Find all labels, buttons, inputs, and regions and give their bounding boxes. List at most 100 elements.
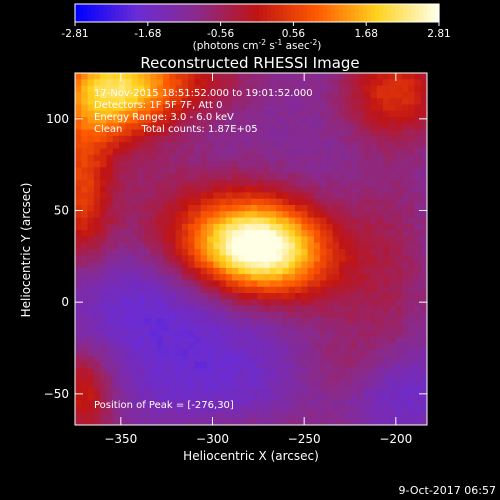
heatmap-cell — [131, 355, 139, 363]
heatmap-cell — [282, 135, 290, 143]
heatmap-cell — [144, 198, 151, 206]
heatmap-cell — [200, 236, 208, 244]
heatmap-cell — [163, 110, 170, 118]
heatmap-cell — [81, 142, 88, 149]
heatmap-cell — [200, 311, 208, 319]
heatmap-cell — [307, 179, 315, 187]
heatmap-cell — [351, 393, 359, 401]
heatmap-cell — [225, 267, 233, 275]
heatmap-cell — [169, 318, 176, 325]
heatmap-cell — [112, 198, 120, 206]
heatmap-cell — [364, 293, 371, 300]
heatmap-cell — [276, 161, 283, 168]
heatmap-cell — [87, 249, 95, 256]
heatmap-cell — [276, 387, 283, 394]
heatmap-cell — [357, 305, 365, 313]
heatmap-cell — [100, 205, 107, 212]
heatmap-cell — [370, 79, 378, 86]
heatmap-cell — [87, 179, 95, 187]
heatmap-cell — [75, 393, 82, 401]
heatmap-cell — [163, 399, 170, 407]
heatmap-cell — [225, 98, 233, 105]
heatmap-cell — [326, 274, 334, 281]
heatmap-cell — [357, 374, 365, 382]
heatmap-cell — [345, 161, 352, 168]
heatmap-cell — [232, 198, 239, 206]
heatmap-cell — [414, 135, 422, 143]
heatmap-cell — [345, 305, 352, 313]
heatmap-cell — [395, 305, 403, 313]
heatmap-cell — [175, 230, 183, 237]
heatmap-cell — [200, 104, 208, 112]
heatmap-cell — [125, 98, 132, 105]
heatmap-cell — [364, 110, 371, 118]
heatmap-cell — [238, 230, 246, 237]
heatmap-cell — [194, 406, 202, 413]
heatmap-cell — [219, 217, 227, 225]
heatmap-cell — [169, 186, 176, 193]
heatmap-cell — [125, 242, 132, 250]
heatmap-cell — [131, 123, 139, 130]
heatmap-cell — [163, 205, 170, 212]
heatmap-cell — [106, 186, 114, 193]
heatmap-cell — [119, 293, 126, 300]
heatmap-cell — [364, 349, 371, 357]
heatmap-cell — [181, 349, 189, 357]
heatmap-cell — [376, 337, 384, 344]
heatmap-cell — [389, 318, 396, 325]
heatmap-cell — [295, 223, 302, 231]
heatmap-cell — [383, 337, 390, 344]
heatmap-cell — [401, 393, 409, 401]
heatmap-cell — [150, 173, 158, 181]
heatmap-cell — [100, 318, 107, 325]
heatmap-cell — [408, 91, 415, 99]
heatmap-cell — [414, 362, 422, 369]
heatmap-cell — [326, 368, 334, 376]
heatmap-cell — [276, 154, 283, 162]
heatmap-cell — [175, 236, 183, 244]
heatmap-cell — [144, 154, 151, 162]
heatmap-cell — [87, 85, 95, 93]
heatmap-cell — [307, 91, 315, 99]
heatmap-cell — [156, 230, 164, 237]
heatmap-cell — [301, 173, 308, 181]
heatmap-cell — [156, 154, 164, 162]
heatmap-cell — [207, 154, 214, 162]
heatmap-cell — [75, 110, 82, 118]
heatmap-cell — [194, 242, 202, 250]
heatmap-cell — [313, 110, 321, 118]
heatmap-cell — [332, 161, 340, 168]
heatmap-cell — [395, 85, 403, 93]
heatmap-cell — [376, 154, 384, 162]
heatmap-cell — [181, 79, 189, 86]
heatmap-cell — [269, 387, 277, 394]
heatmap-cell — [150, 217, 158, 225]
heatmap-cell — [263, 349, 271, 357]
heatmap-cell — [93, 374, 101, 382]
heatmap-cell — [207, 242, 214, 250]
heatmap-cell — [125, 179, 132, 187]
heatmap-cell — [295, 330, 302, 338]
heatmap-cell — [238, 186, 246, 193]
heatmap-cell — [351, 349, 359, 357]
heatmap-cell — [288, 249, 296, 256]
heatmap-cell — [269, 249, 277, 256]
heatmap-cell — [414, 236, 422, 244]
heatmap-cell — [238, 318, 246, 325]
heatmap-cell — [81, 167, 88, 174]
colorbar-segment — [151, 4, 156, 22]
heatmap-cell — [93, 280, 101, 288]
heatmap-cell — [345, 205, 352, 212]
heatmap-cell — [81, 154, 88, 162]
heatmap-cell — [376, 249, 384, 256]
heatmap-cell — [313, 299, 321, 306]
heatmap-cell — [106, 299, 114, 306]
heatmap-cell — [238, 154, 246, 162]
heatmap-cell — [106, 211, 114, 218]
heatmap-cell — [307, 267, 315, 275]
heatmap-cell — [207, 286, 214, 294]
heatmap-cell — [251, 85, 258, 93]
heatmap-cell — [345, 142, 352, 149]
heatmap-cell — [219, 286, 227, 294]
y-tick-label: 0 — [61, 295, 69, 309]
